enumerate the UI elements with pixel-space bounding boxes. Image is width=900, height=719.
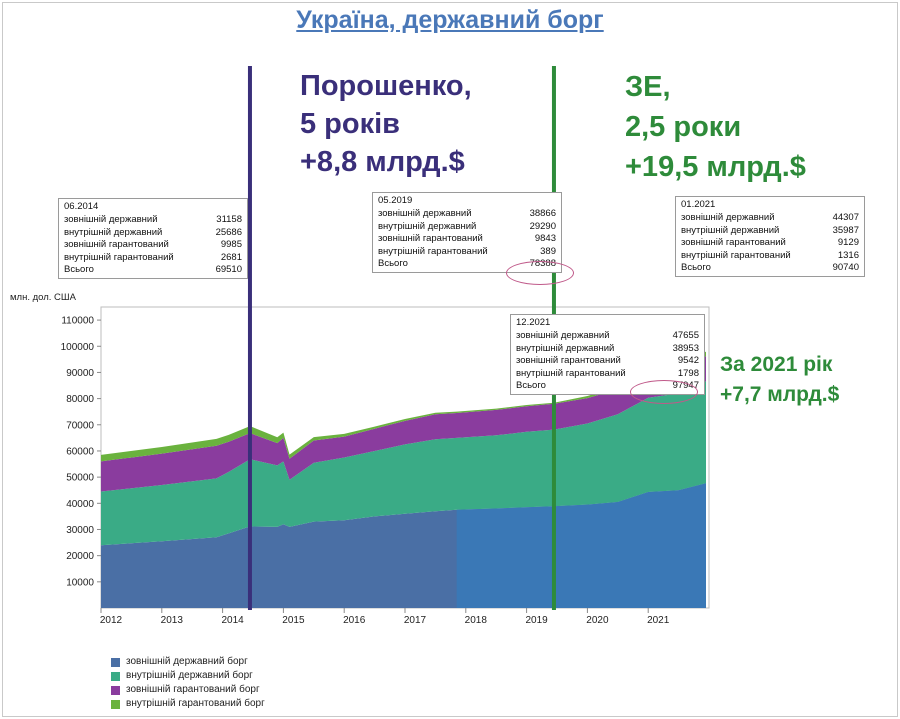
infobox-date: 12.2021: [516, 317, 551, 328]
infobox-date: 05.2019: [378, 195, 413, 206]
year2021-line1: За 2021 рік: [720, 353, 833, 376]
infobox-row: внутрішній гарантований 1798: [516, 367, 699, 379]
x-tick-label: 2012: [100, 615, 123, 626]
x-tick-label: 2019: [525, 615, 548, 626]
highlight-oval: [630, 380, 698, 404]
x-tick-label: 2018: [465, 615, 488, 626]
x-tick-label: 2017: [404, 615, 427, 626]
x-tick-label: 2014: [221, 615, 244, 626]
legend-item: внутрішній гарантований борг: [111, 697, 265, 711]
y-tick-label: 40000: [66, 499, 94, 510]
y-tick-label: 100000: [61, 342, 95, 353]
y-tick-label: 20000: [66, 551, 94, 562]
infobox-row: внутрішній гарантований 389: [378, 245, 556, 257]
x-tick-label: 2013: [161, 615, 184, 626]
infobox-row: внутрішній державний 35987: [681, 224, 859, 236]
infobox-row: зовнішній гарантований 9985: [64, 239, 242, 251]
y-tick-label: 50000: [66, 473, 94, 484]
poroshenko-block: Порошенко, 5 років +8,8 млрд.$: [300, 67, 472, 181]
x-tick-label: 2015: [282, 615, 305, 626]
infobox-row: внутрішній державний 25686: [64, 226, 242, 238]
infobox-row: внутрішній державний 29290: [378, 220, 556, 232]
poroshenko-line1: Порошенко,: [300, 70, 472, 102]
infobox-row: зовнішній гарантований 9129: [681, 237, 859, 249]
y-tick-label: 80000: [66, 394, 94, 405]
x-tick-label: 2021: [647, 615, 670, 626]
legend-swatch: [111, 685, 120, 695]
infobox-row: зовнішній гарантований 9542: [516, 355, 699, 367]
infobox-row: зовнішній державний 47655: [516, 330, 699, 342]
x-tick-label: 2020: [586, 615, 609, 626]
infobox-01-2021: 01.2021 зовнішній державний 44307 внутріш…: [675, 196, 865, 278]
infobox-05-2019: 05.2019 зовнішній державний 38866 внутріш…: [372, 192, 562, 274]
year2021-block: За 2021 рік +7,7 млрд.$: [720, 350, 839, 410]
y-tick-label: 110000: [61, 316, 94, 327]
infobox-date: 01.2021: [681, 199, 716, 210]
poroshenko-line2: 5 років: [300, 108, 401, 140]
y-tick-label: 60000: [66, 446, 94, 457]
legend-swatch: [111, 699, 120, 709]
highlight-oval: [506, 261, 574, 285]
ze-line1: ЗЕ,: [625, 71, 671, 103]
y-axis-label: млн. дол. США: [10, 292, 76, 303]
infobox-row: внутрішній гарантований 2681: [64, 251, 242, 263]
chart-legend: зовнішній державний борг внутрішній держ…: [111, 655, 265, 711]
infobox-row: внутрішній гарантований 1316: [681, 249, 859, 261]
legend-swatch: [111, 671, 120, 681]
infobox-row: внутрішній державний 38953: [516, 342, 699, 354]
area-series-1-highlight: [456, 483, 706, 608]
infobox-row: зовнішній державний 44307: [681, 212, 859, 224]
poroshenko-line3: +8,8 млрд.$: [300, 146, 465, 178]
x-tick-label: 2016: [343, 615, 366, 626]
infobox-06-2014: 06.2014 зовнішній державний 31158 внутріш…: [58, 198, 248, 280]
y-tick-label: 10000: [66, 577, 94, 588]
infobox-row: Всього 90740: [681, 262, 859, 274]
area-series-4: [101, 351, 706, 462]
y-tick-label: 70000: [66, 420, 94, 431]
ze-line3: +19,5 млрд.$: [625, 151, 806, 183]
legend-swatch: [111, 657, 120, 667]
legend-item: зовнішній гарантований борг: [111, 683, 265, 697]
legend-item: внутрішній державний борг: [111, 669, 265, 683]
year2021-line2: +7,7 млрд.$: [720, 383, 840, 406]
page-title: Україна, державний борг: [296, 6, 604, 34]
infobox-date: 06.2014: [64, 201, 99, 212]
infobox-row: зовнішній державний 31158: [64, 214, 242, 226]
infobox-row: Всього 69510: [64, 264, 242, 276]
y-tick-label: 90000: [66, 368, 94, 379]
area-series-3: [101, 356, 706, 492]
ze-block: ЗЕ, 2,5 роки +19,5 млрд.$: [625, 67, 806, 187]
legend-item: зовнішній державний борг: [111, 655, 265, 669]
y-tick-label: 30000: [66, 525, 94, 536]
infobox-row: зовнішній державний 38866: [378, 208, 556, 220]
infobox-row: зовнішній гарантований 9843: [378, 233, 556, 245]
ze-line2: 2,5 роки: [625, 111, 742, 143]
